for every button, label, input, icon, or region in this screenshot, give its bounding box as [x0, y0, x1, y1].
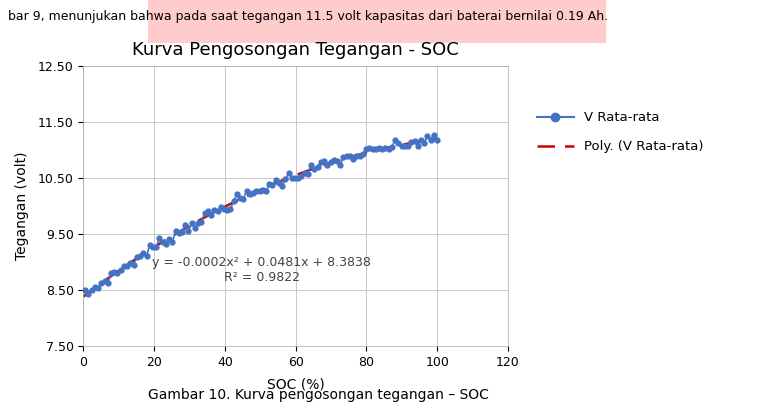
Text: bar 9, menunjukan bahwa pada saat tegangan 11.5 volt kapasitas dari baterai bern: bar 9, menunjukan bahwa pada saat tegang…	[8, 10, 608, 23]
Text: y = -0.0002x² + 0.0481x + 8.3838
R² = 0.9822: y = -0.0002x² + 0.0481x + 8.3838 R² = 0.…	[152, 256, 371, 284]
X-axis label: SOC (%): SOC (%)	[267, 377, 324, 391]
Y-axis label: Tegangan (volt): Tegangan (volt)	[15, 152, 30, 260]
Text: Gambar 10. Kurva pengosongan tegangan – SOC: Gambar 10. Kurva pengosongan tegangan – …	[148, 388, 489, 402]
Title: Kurva Pengosongan Tegangan - SOC: Kurva Pengosongan Tegangan - SOC	[132, 41, 459, 59]
Legend: V Rata-rata, Poly. (V Rata-rata): V Rata-rata, Poly. (V Rata-rata)	[531, 106, 709, 159]
